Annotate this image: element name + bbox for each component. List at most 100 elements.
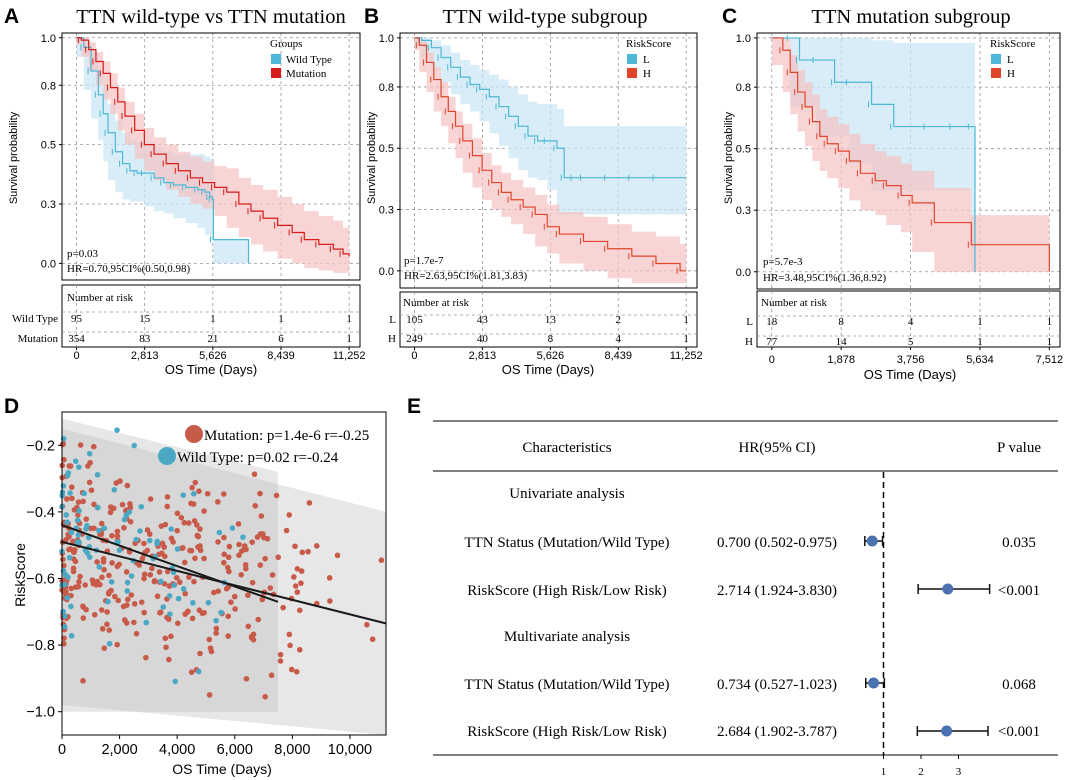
panel-b-hr: HR=2.63,95CI%(1.81,3.83) (404, 270, 528, 282)
panel-b-legend: RiskScore L H (626, 38, 671, 80)
scatter-point-mutation (189, 484, 195, 491)
scatter-point-mutation (100, 559, 107, 565)
scatter-point-wild-type (216, 529, 223, 536)
panel-c-p-value: p=5.7e-3 (763, 256, 803, 268)
panel-c-risk-frame (756, 290, 1061, 348)
scatter-point-mutation (147, 496, 154, 502)
scatter-point-mutation (235, 521, 242, 527)
risk-count: 249 (406, 333, 423, 345)
scatter-point-mutation (293, 668, 300, 675)
scatter-point-mutation (296, 646, 303, 653)
scatter-point-mutation (151, 577, 158, 584)
scatter-point-mutation (133, 630, 140, 637)
scatter-point-mutation (207, 645, 214, 651)
survival-curve-l (414, 37, 687, 179)
risk-count: 2 (616, 314, 622, 326)
scatter-point-mutation (77, 442, 84, 448)
survival-curve-h (771, 37, 1050, 272)
risk-count: 8 (838, 316, 844, 328)
scatter-point-mutation (268, 672, 275, 679)
x-tick-label: 5,626 (199, 350, 227, 362)
scatter-point-mutation (191, 578, 197, 585)
panel-a-xlabel: OS Time (Days) (165, 362, 257, 377)
scatter-point-mutation (72, 558, 79, 565)
scatter-point-wild-type (62, 581, 68, 588)
risk-count: 5 (908, 336, 914, 348)
scatter-point-wild-type (180, 492, 187, 499)
scatter-point-mutation (164, 568, 171, 575)
y-tick-label: 1.0 (41, 33, 56, 45)
scatter-point-mutation (250, 636, 257, 643)
risk-count: 354 (68, 333, 85, 345)
scatter-point-mutation (139, 555, 146, 562)
scatter-point-mutation (88, 487, 95, 494)
y-tick-label: −1.0 (26, 705, 55, 721)
scatter-point-mutation (73, 584, 79, 590)
scatter-point-mutation (91, 611, 98, 618)
scatter-point-mutation (296, 607, 303, 614)
scatter-point-mutation (88, 525, 94, 532)
y-tick-label: 0.0 (41, 258, 56, 270)
scatter-point-wild-type (66, 554, 73, 561)
scatter-point-mutation (291, 574, 297, 580)
row-characteristic: RiskScore (High Risk/Low Risk) (467, 724, 667, 740)
panel-b-legend-title: RiskScore (626, 38, 671, 50)
panel-d-yticks: −0.2 −0.4 −0.6 −0.8 −1.0 (26, 438, 62, 721)
x-tick-label: 2 (918, 766, 924, 778)
panel-b-letter: B (364, 5, 379, 28)
panel-a-legend: Groups Wild Type Mutation (270, 38, 332, 80)
panel-e: E Characteristics HR(95% CI) P value Uni… (407, 395, 1058, 778)
hazard-ratio-point (942, 583, 954, 595)
scatter-point-wild-type (76, 539, 82, 546)
scatter-point-wild-type (172, 678, 179, 685)
scatter-point-mutation (109, 532, 115, 539)
scatter-point-wild-type (96, 564, 103, 570)
scatter-point-mutation (77, 573, 83, 580)
scatter-point-mutation (243, 675, 250, 682)
y-tick-label: −0.4 (26, 505, 55, 521)
x-tick-label: 4,000 (159, 742, 195, 758)
scatter-point-mutation (106, 572, 112, 579)
x-tick-label: 5,634 (966, 354, 994, 366)
panel-c-xlabel: OS Time (Days) (864, 367, 956, 382)
scatter-point-mutation (286, 512, 293, 518)
scatter-point-wild-type (111, 486, 118, 493)
section-univariate: Univariate analysis (509, 486, 625, 502)
x-tick-label: 8,439 (267, 350, 295, 362)
scatter-point-mutation (60, 556, 66, 563)
scatter-point-mutation (115, 597, 122, 604)
forest-plot: 1 2 3 (864, 472, 991, 778)
regression-line-wild-type (61, 524, 279, 603)
scatter-point-mutation (184, 609, 191, 615)
risk-count: 1 (1047, 336, 1053, 348)
x-tick-label: 0 (58, 742, 66, 758)
x-tick-label: 3 (956, 766, 962, 778)
scatter-point-mutation (104, 609, 110, 615)
column-hr: HR(95% CI) (738, 440, 815, 456)
forest-row: TTN Status (Mutation/Wild Type) 0.700 (0… (464, 535, 1035, 551)
scatter-point-mutation (99, 626, 106, 632)
scatter-point-wild-type (60, 483, 67, 489)
panel-a-frame (61, 32, 361, 281)
panel-b-yticks: 1.0 0.8 0.5 0.3 0.0 (379, 33, 400, 278)
ci-band-h (414, 37, 687, 284)
scatter-point-mutation (275, 554, 282, 561)
scatter-point-mutation (173, 574, 180, 581)
row-p-value: 0.035 (1002, 535, 1036, 551)
panel-c-legend-high: H (1007, 68, 1015, 80)
x-tick-label: 2,813 (469, 350, 497, 362)
x-tick-label: 0 (411, 350, 417, 362)
panel-c: C TTN mutation subgroup 1.00.80.50.30.0 … (722, 5, 1063, 382)
scatter-point-mutation (61, 635, 67, 642)
x-tick-label: 7,512 (1036, 354, 1064, 366)
scatter-point-mutation (215, 499, 221, 505)
scatter-point-wild-type (60, 608, 66, 615)
scatter-point-wild-type (65, 574, 71, 580)
hazard-ratio-point (866, 535, 878, 547)
risk-count: 8 (548, 333, 554, 345)
section-multivariate: Multivariate analysis (504, 629, 630, 645)
scatter-point-mutation (154, 593, 161, 600)
panel-b-risk-table: Number at risk L H 105 43 13 2 1 249 40 8 4 1 (388, 291, 698, 348)
scatter-point-mutation (114, 528, 121, 535)
